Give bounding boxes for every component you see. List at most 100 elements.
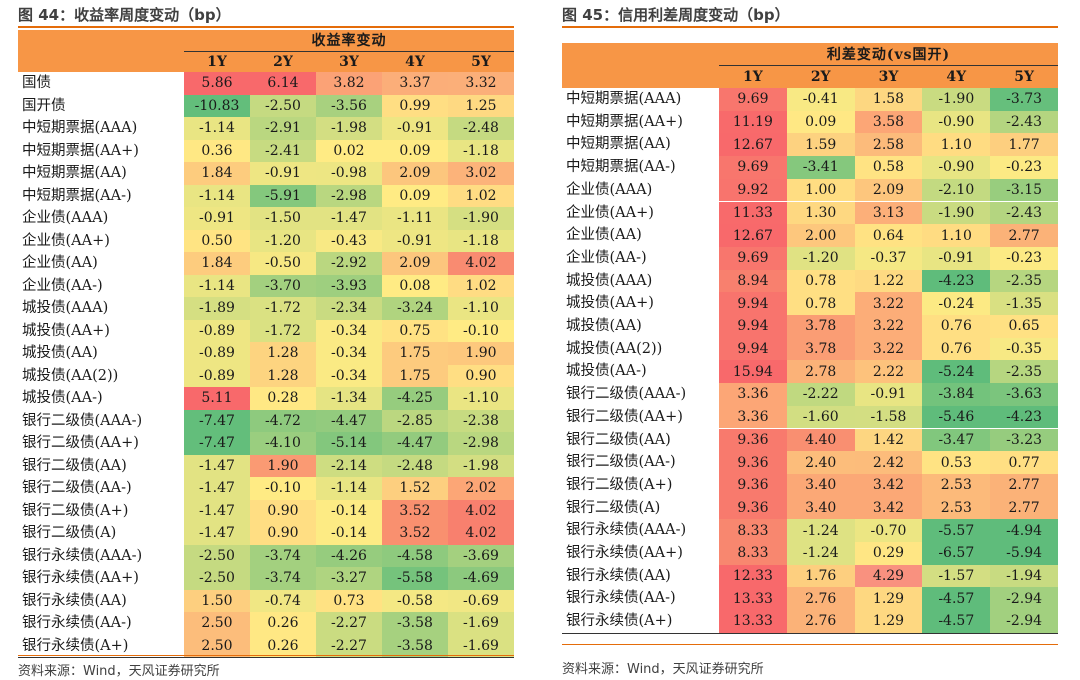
value-cell: 4.02 [448,499,514,522]
value-cell: -2.35 [990,360,1058,384]
row-label: 银行永续债(A+) [18,634,184,657]
value-cell: 3.32 [448,72,514,95]
value-cell: -4.72 [250,409,316,432]
value-cell: 1.58 [854,88,923,111]
value-cell: 0.75 [382,319,448,342]
value-cell: 1.90 [448,342,514,365]
value-cell: -2.98 [316,184,382,207]
row-label: 银行二级债(AA) [18,454,184,477]
table-row: 企业债(AA+) 11.33 1.30 3.13 -1.90 -2.43 [562,201,1058,225]
value-cell: 9.36 [719,428,787,452]
value-cell: 3.42 [854,496,923,520]
table-row: 银行永续债(AA-) 13.33 2.76 1.29 -4.57 -2.94 [562,587,1058,611]
value-cell: -1.47 [184,477,250,500]
column-header: 1Y [719,66,787,88]
value-cell: -1.90 [448,207,514,230]
value-cell: 1.59 [786,133,855,157]
value-cell: -0.23 [990,246,1058,270]
value-cell: 0.02 [316,139,382,162]
value-cell: -2.27 [316,634,382,657]
value-cell: 3.52 [382,522,448,545]
value-cell: -1.90 [922,88,991,111]
value-cell: -1.20 [786,246,855,270]
value-cell: 1.02 [448,184,514,207]
value-cell: -3.73 [990,88,1058,111]
value-cell: 3.40 [786,473,855,497]
table-row: 城投债(AA(2)) 9.94 3.78 3.22 0.76 -0.35 [562,337,1058,361]
row-label: 银行永续债(A+) [562,610,719,633]
value-cell: -1.47 [184,522,250,545]
row-label: 企业债(AA) [562,224,719,247]
row-label: 银行永续债(AA+) [562,542,719,565]
value-cell: -1.50 [250,207,316,230]
value-cell: 0.50 [184,229,250,252]
value-cell: -0.91 [250,162,316,185]
row-label: 城投债(AA) [562,315,719,338]
value-cell: -0.70 [854,519,923,542]
value-cell: -2.98 [448,432,514,455]
value-cell: -1.10 [448,297,514,320]
row-label: 企业债(AA-) [562,246,719,270]
value-cell: 9.92 [719,178,787,202]
value-cell: -3.74 [250,544,316,567]
table-row: 银行永续债(A+) 2.50 0.26 -2.27 -3.58 -1.69 [18,634,514,657]
value-cell: -1.20 [250,229,316,252]
value-cell: 13.33 [719,610,787,633]
table-row: 城投债(AA-) 15.94 2.78 2.22 -5.24 -2.35 [562,360,1058,384]
value-cell: -5.91 [250,184,316,207]
table-row: 银行二级债(AAA-) -7.47 -4.72 -4.47 -2.85 -2.38 [18,409,514,432]
table-header-title-row: 收益率变动 [18,30,514,52]
value-cell: 2.40 [786,451,855,474]
value-cell: 4.29 [854,564,923,588]
table-row: 银行二级债(AA-) -1.47 -0.10 -1.14 1.52 2.02 [18,477,514,500]
value-cell: 0.90 [250,522,316,545]
value-cell: -1.35 [990,292,1058,315]
table-row: 企业债(AA) 12.67 2.00 0.64 1.10 2.77 [562,224,1058,247]
value-cell: -1.57 [922,564,991,588]
value-cell: -1.72 [250,297,316,320]
value-cell: -2.94 [990,610,1058,633]
table-row: 银行永续债(AAA-) -2.50 -3.74 -4.26 -4.58 -3.69 [18,544,514,567]
value-cell: 9.36 [719,473,787,497]
value-cell: -1.98 [448,454,514,477]
value-cell: -1.89 [184,297,250,320]
value-cell: 1.22 [854,269,923,293]
value-cell: 2.02 [448,477,514,500]
value-cell: -4.47 [316,409,382,432]
footer-rule [18,655,514,656]
row-label: 银行二级债(AA+) [562,405,719,429]
value-cell: -4.26 [316,544,382,567]
value-cell: -1.58 [854,405,923,429]
row-label: 中短期票据(AAA) [562,88,719,111]
row-label: 企业债(AA+) [562,201,719,225]
value-cell: 3.40 [786,496,855,520]
value-cell: -3.58 [382,612,448,635]
value-cell: -2.48 [382,454,448,477]
value-cell: -4.57 [922,610,991,633]
value-cell: -2.43 [990,201,1058,225]
value-cell: 1.10 [922,133,991,157]
table-row: 城投债(AA) -0.89 1.28 -0.34 1.75 1.90 [18,342,514,365]
value-cell: 9.94 [719,337,787,361]
header-corner [18,30,184,52]
value-cell: 0.73 [316,589,382,612]
value-cell: 1.42 [854,428,923,452]
table-row: 银行二级债(AA) 9.36 4.40 1.42 -3.47 -3.23 [562,428,1058,452]
value-cell: 0.09 [382,139,448,162]
value-cell: 0.58 [854,156,923,179]
value-cell: -1.69 [448,634,514,657]
value-cell: -1.47 [184,454,250,477]
table-row: 银行永续债(AA+) -2.50 -3.74 -3.27 -5.58 -4.69 [18,567,514,590]
value-cell: 2.50 [184,634,250,657]
header-title: 收益率变动 [184,30,514,52]
value-cell: -5.24 [922,360,991,384]
row-label: 银行二级债(AA) [562,428,719,452]
value-cell: 3.82 [316,72,382,95]
value-cell: -2.35 [990,269,1058,293]
row-label: 银行二级债(AA-) [562,451,719,474]
value-cell: 0.78 [786,269,855,293]
value-cell: 1.29 [854,587,923,611]
value-cell: -0.34 [316,319,382,342]
value-cell: 3.78 [786,337,855,361]
table-row: 银行二级债(AA-) 9.36 2.40 2.42 0.53 0.77 [562,451,1058,474]
